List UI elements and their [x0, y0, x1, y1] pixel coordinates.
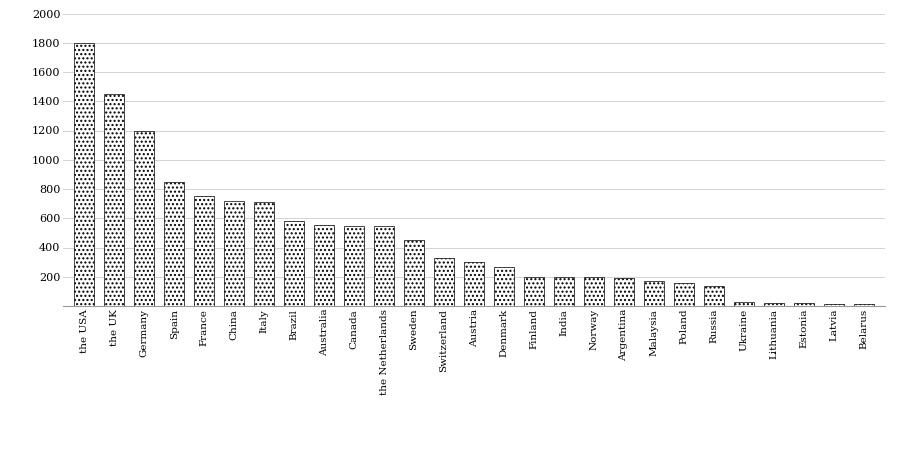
Bar: [674, 284, 693, 306]
Bar: [164, 182, 184, 306]
Bar: [434, 258, 454, 306]
Bar: [853, 304, 873, 306]
Bar: [344, 226, 364, 306]
Bar: [704, 286, 723, 306]
Bar: [134, 130, 153, 306]
Bar: [613, 278, 633, 306]
Bar: [404, 240, 423, 306]
Bar: [794, 303, 813, 306]
Bar: [493, 266, 513, 306]
Bar: [284, 221, 304, 306]
Bar: [524, 277, 543, 306]
Bar: [225, 201, 244, 306]
Bar: [254, 202, 273, 306]
Bar: [314, 225, 334, 306]
Bar: [643, 281, 663, 306]
Bar: [824, 304, 842, 306]
Bar: [105, 94, 124, 306]
Bar: [733, 302, 753, 306]
Bar: [194, 196, 214, 306]
Bar: [584, 278, 603, 306]
Bar: [763, 303, 783, 306]
Bar: [554, 278, 573, 306]
Bar: [74, 43, 94, 306]
Bar: [464, 262, 483, 306]
Bar: [374, 226, 393, 306]
